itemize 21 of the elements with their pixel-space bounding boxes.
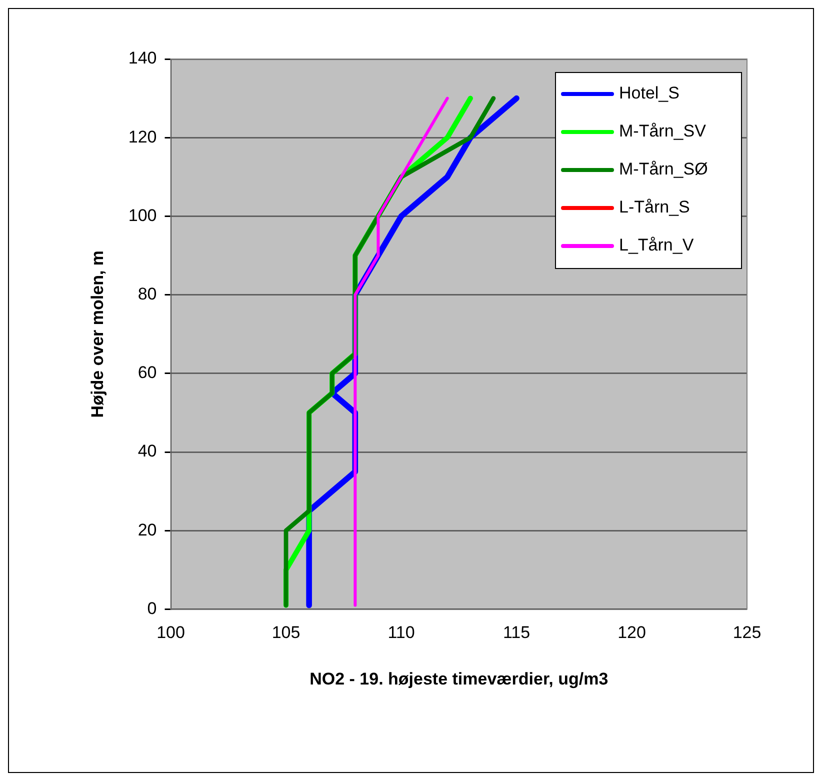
x-axis-title: NO2 - 19. højeste timeværdier, ug/m3	[310, 669, 608, 688]
legend-label: M-Tårn_SØ	[619, 160, 708, 179]
y-tick-label: 140	[128, 48, 157, 68]
y-axis-title: Højde over molen, m	[88, 250, 107, 418]
legend-label: L-Tårn_S	[619, 198, 690, 217]
y-tick-label: 60	[138, 363, 157, 382]
legend-label: L_Tårn_V	[619, 236, 694, 255]
x-tick-label: 125	[732, 623, 762, 642]
x-tick-label: 120	[618, 623, 646, 642]
x-tick-label: 110	[388, 623, 415, 642]
y-tick-label: 20	[138, 520, 157, 540]
x-tick-label: 100	[156, 623, 185, 642]
x-tick-label: 115	[502, 623, 530, 642]
y-tick-label: 80	[138, 284, 157, 304]
legend-label: Hotel_S	[619, 84, 680, 103]
y-tick-label: 100	[128, 206, 157, 225]
x-tick-label: 105	[272, 623, 300, 642]
y-tick-label: 40	[138, 442, 157, 461]
y-tick-label: 120	[128, 127, 157, 146]
legend-label: M-Tårn_SV	[619, 122, 707, 141]
y-tick-label: 0	[147, 598, 157, 618]
